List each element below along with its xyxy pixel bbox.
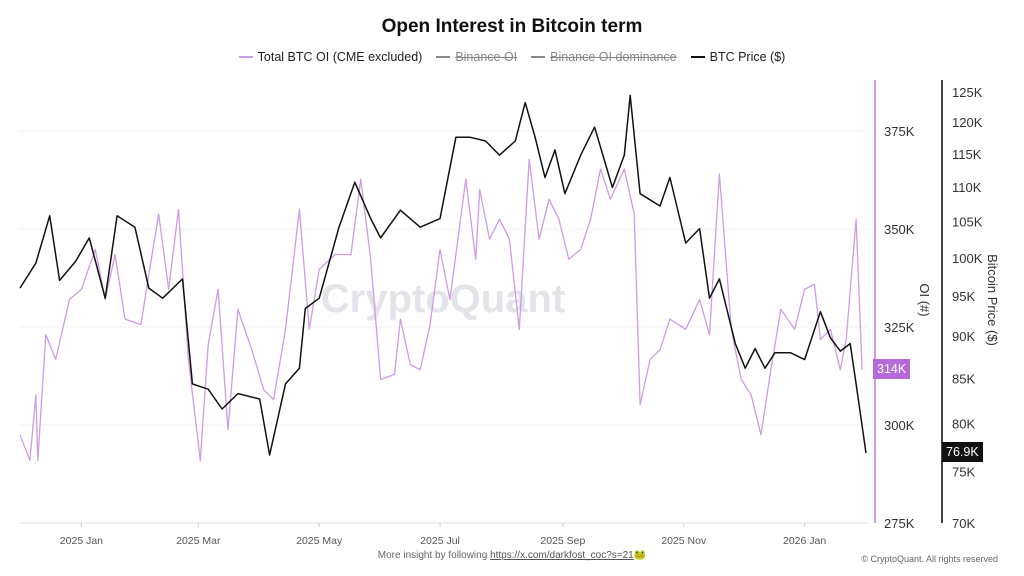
footer-text: More insight by following	[377, 550, 491, 561]
watermark: CryptoQuant	[321, 277, 565, 321]
y-right-tick-label: 90K	[952, 329, 975, 344]
oi-last-value-badge: 314K	[873, 359, 911, 380]
y-left-tick-label: 375K	[884, 124, 915, 139]
x-tick-label: 2025 Mar	[176, 535, 221, 547]
y-right-tick-label: 70K	[952, 516, 975, 531]
y-right-tick-label: 95K	[952, 289, 975, 304]
btc-price-series-line	[19, 94, 867, 456]
x-tick-label: 2025 May	[296, 535, 343, 547]
legend-item-btc-price[interactable]: BTC Price ($)	[690, 50, 786, 64]
x-tick-label: 2026 Jan	[783, 535, 826, 547]
y-right-tick-label: 80K	[952, 417, 975, 432]
frog-emoji-icon: 🐸	[633, 550, 647, 561]
y-right-tick-label: 105K	[952, 214, 983, 229]
legend-item-total-oi[interactable]: Total BTC OI (CME excluded)	[238, 50, 423, 64]
y-left-axis-label: OI (#)	[917, 283, 932, 316]
x-tick-label: 2025 Nov	[661, 535, 707, 547]
price-last-value-badge: 76.9K	[942, 442, 983, 463]
legend-label: BTC Price ($)	[709, 50, 786, 64]
oi-series-line	[19, 158, 863, 461]
y-right-tick-label: 120K	[952, 115, 983, 130]
y-left-tick-label: 300K	[884, 418, 915, 433]
legend-item-binance-oi[interactable]: Binance OI	[436, 50, 517, 64]
legend-item-binance-dominance[interactable]: Binance OI dominance	[531, 50, 677, 64]
copyright: © CryptoQuant. All rights reserved	[861, 554, 998, 564]
y-right-tick-label: 125K	[952, 85, 983, 100]
legend-label: Binance OI	[455, 50, 518, 64]
y-right-axis-label: Bitcoin Price ($)	[985, 254, 1000, 346]
y-right-tick-label: 115K	[952, 147, 982, 162]
legend: Total BTC OI (CME excluded) Binance OI B…	[0, 50, 1024, 64]
legend-swatch	[238, 56, 253, 58]
x-tick-label: 2025 Sep	[540, 535, 585, 547]
y-right-tick-label: 110K	[952, 180, 982, 195]
y-right-tick-label: 75K	[952, 465, 975, 480]
x-tick-label: 2025 Jan	[60, 535, 103, 547]
chart-title: Open Interest in Bitcoin term	[381, 16, 643, 37]
legend-swatch	[690, 56, 705, 58]
legend-swatch	[436, 56, 451, 58]
y-right-tick-label: 85K	[952, 372, 975, 387]
legend-label: Binance OI dominance	[550, 50, 677, 64]
y-right-tick-label: 100K	[952, 251, 983, 266]
legend-swatch	[531, 56, 546, 58]
legend-label: Total BTC OI (CME excluded)	[257, 50, 423, 64]
footer: More insight by following https://x.com/…	[0, 550, 1024, 561]
footer-link[interactable]: https://x.com/darkfost_coc?s=21	[490, 550, 634, 561]
y-left-tick-label: 275K	[884, 516, 915, 531]
y-left-tick-label: 325K	[884, 320, 915, 335]
y-left-tick-label: 350K	[884, 222, 915, 237]
x-tick-label: 2025 Jul	[420, 535, 460, 547]
